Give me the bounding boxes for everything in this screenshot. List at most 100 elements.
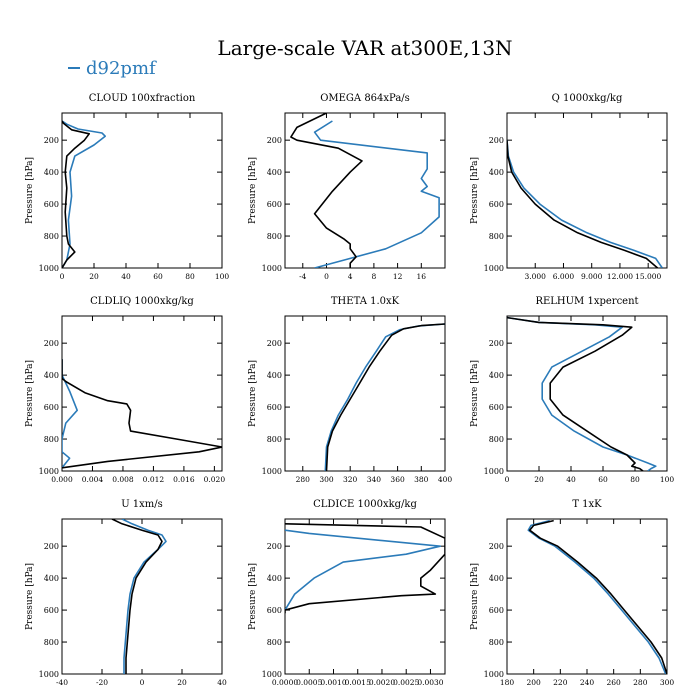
y-tick-label: 400 [267,574,282,583]
series-line-obs [62,120,90,268]
y-axis-label: Pressure [hPa] [470,563,480,630]
series-line-obs [62,359,222,469]
plot-frame [284,315,446,472]
y-tick-label: 600 [489,200,504,209]
y-tick-label: 1000 [39,670,59,679]
y-tick-label: 200 [489,136,504,145]
plot-frame [284,112,446,269]
y-tick-label: 200 [44,136,59,145]
y-tick-label: 200 [267,339,282,348]
y-tick-label: 400 [267,371,282,380]
y-tick-label: 200 [44,339,59,348]
x-tick-label: 280 [633,678,648,687]
x-tick-label: 300 [660,678,675,687]
y-tick-label: 800 [489,435,504,444]
y-tick-label: 1000 [484,670,504,679]
plot-frame [61,112,223,269]
y-tick-label: 800 [267,638,282,647]
y-tick-label: 400 [44,574,59,583]
x-tick-label: 240 [580,678,595,687]
series-line-d92pmf [507,140,663,268]
x-tick-label: 16 [417,272,427,281]
x-tick-label: 220 [553,678,568,687]
x-tick-label: 200 [527,678,542,687]
x-tick-label: 0.012 [143,475,165,484]
panel-title: OMEGA 864xPa/s [320,93,410,104]
x-tick-label: 0.008 [112,475,134,484]
plot-frame [506,518,668,675]
x-tick-label: 40 [566,475,576,484]
x-tick-label: 340 [367,475,382,484]
x-tick-label: 0.0005 [296,678,322,687]
y-tick-label: 600 [44,403,59,412]
x-tick-label: 280 [296,475,311,484]
chart-panel: CLDICE 1000xkg/kg Pressure [hPa] 200 400 600… [248,499,446,687]
y-tick-label: 400 [44,168,59,177]
x-tick-label: 0.000 [51,475,73,484]
figure-title: Large-scale VAR at300E,13N [217,36,512,60]
series-line-d92pmf [507,316,657,471]
x-tick-label: 40 [217,678,227,687]
panel-title: CLDLIQ 1000xkg/kg [90,296,194,307]
x-tick-label: 100 [215,272,230,281]
y-tick-label: 600 [489,403,504,412]
series-line-obs [111,519,163,674]
x-tick-label: 0.0000 [272,678,298,687]
series-line-d92pmf [121,519,167,674]
x-tick-label: 0.0010 [320,678,346,687]
x-tick-label: 4 [348,272,353,281]
x-tick-label: -40 [56,678,68,687]
x-tick-label: 400 [438,475,453,484]
x-tick-label: 80 [185,272,195,281]
x-tick-label: 0 [60,272,65,281]
plot-frame [284,518,446,675]
x-tick-label: 20 [177,678,187,687]
plot-frame [506,112,668,269]
y-tick-label: 600 [489,606,504,615]
y-tick-label: 1000 [484,467,504,476]
y-tick-label: 600 [44,200,59,209]
y-tick-label: 200 [489,339,504,348]
panel-title: T 1xK [572,499,602,510]
y-axis-label: Pressure [hPa] [470,157,480,224]
x-tick-label: 20 [89,272,99,281]
series-line-d92pmf [285,529,442,611]
panel-title: THETA 1.0xK [331,296,400,307]
y-tick-label: 1000 [39,467,59,476]
plot-frame [61,315,223,472]
y-tick-label: 800 [489,232,504,241]
y-tick-label: 400 [489,574,504,583]
x-tick-label: 15.000 [635,272,661,281]
series-line-d92pmf [527,519,667,674]
y-tick-label: 800 [267,435,282,444]
x-tick-label: 0.004 [82,475,104,484]
x-tick-label: 60 [598,475,608,484]
y-tick-label: 800 [44,435,59,444]
y-axis-label: Pressure [hPa] [25,563,35,630]
y-tick-label: 1000 [484,264,504,273]
series-line-obs [325,323,445,471]
y-axis-label: Pressure [hPa] [248,563,258,630]
panel-title: Q 1000xkg/kg [552,93,623,104]
x-tick-label: 380 [414,475,429,484]
chart-panel: OMEGA 864xPa/s Pressure [hPa] 200 400 600 800… [248,93,446,281]
series-line-d92pmf [62,120,106,268]
y-axis-label: Pressure [hPa] [470,360,480,427]
y-tick-label: 600 [44,606,59,615]
x-tick-label: 0 [324,272,329,281]
series-line-obs [507,140,659,268]
x-tick-label: 300 [319,475,334,484]
x-tick-label: 0.0025 [393,678,419,687]
plot-frame [506,315,668,472]
y-tick-label: 600 [267,403,282,412]
y-tick-label: 200 [267,542,282,551]
x-tick-label: 0.020 [204,475,226,484]
panel-title: CLOUD 100xfraction [89,93,196,104]
y-tick-label: 400 [489,371,504,380]
x-tick-label: 12.000 [607,272,633,281]
x-tick-label: 320 [343,475,358,484]
x-tick-label: 260 [607,678,622,687]
x-tick-label: 0.0020 [369,678,395,687]
